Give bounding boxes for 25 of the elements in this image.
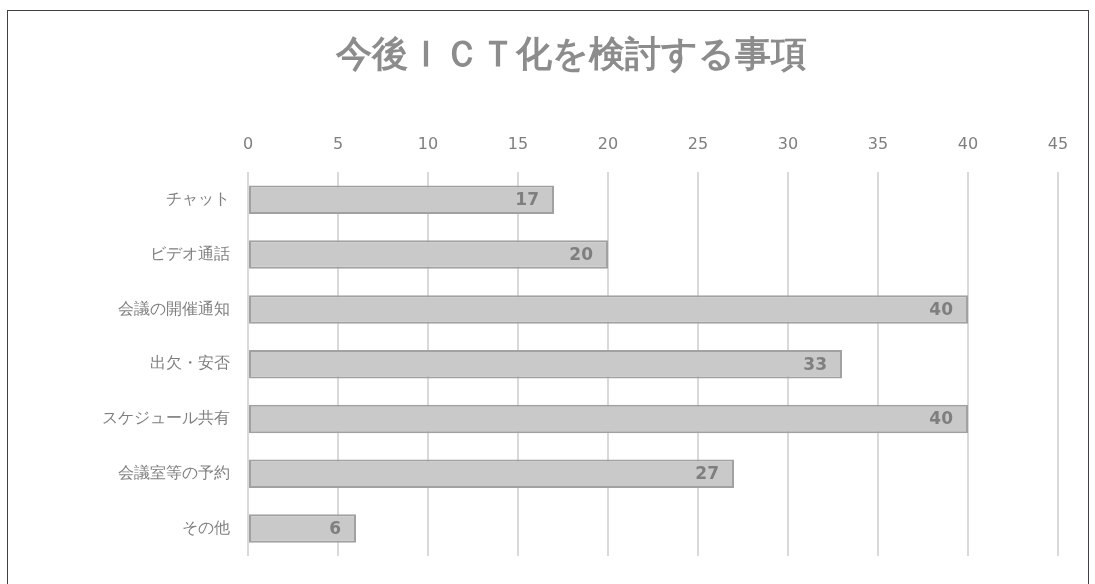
y-tick-label: スケジュール共有 <box>102 408 230 428</box>
x-tick-label: 20 <box>597 133 619 153</box>
data-label: 20 <box>569 244 594 265</box>
x-tick-label: 25 <box>687 133 709 153</box>
y-tick-label: 会議室等の予約 <box>118 462 230 482</box>
data-label: 40 <box>929 298 954 319</box>
data-label: 6 <box>329 518 341 539</box>
y-tick-label: 会議の開催通知 <box>118 298 230 318</box>
x-tick-label: 35 <box>867 133 889 153</box>
data-label: 33 <box>803 353 827 374</box>
data-label: 27 <box>695 463 719 484</box>
data-label: 17 <box>515 189 539 210</box>
y-tick-label: チャット <box>166 188 230 208</box>
x-tick-label: 0 <box>242 133 254 153</box>
x-tick-label: 45 <box>1047 133 1069 153</box>
chart-title: 今後ＩＣＴ化を検討する事項 <box>334 32 807 74</box>
y-tick-label: ビデオ通話 <box>150 243 230 263</box>
x-tick-label: 10 <box>417 133 439 153</box>
data-label: 40 <box>929 408 954 429</box>
x-tick-label: 30 <box>777 133 799 153</box>
x-tick-label: 15 <box>507 133 529 153</box>
y-tick-label: その他 <box>182 517 230 537</box>
x-tick-label: 5 <box>332 133 344 153</box>
y-tick-label: 出欠・安否 <box>150 353 230 373</box>
x-tick-label: 40 <box>957 133 979 153</box>
